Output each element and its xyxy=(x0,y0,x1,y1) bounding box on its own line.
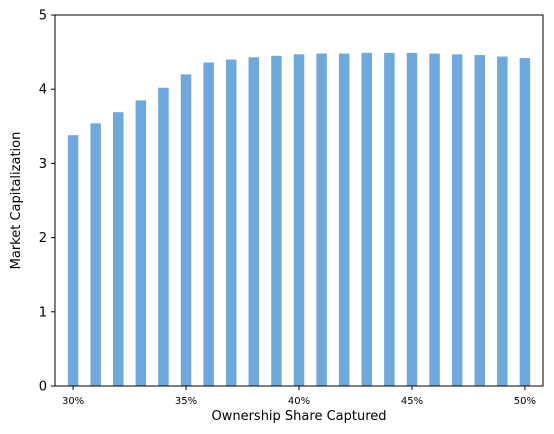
bar-49 xyxy=(497,56,508,387)
bar-37 xyxy=(225,59,237,387)
y-axis-label: Market Capitalization xyxy=(9,132,24,270)
bars-group xyxy=(67,52,531,387)
y-tick-label: 5 xyxy=(39,9,47,24)
x-tick-label: 50% xyxy=(514,396,536,407)
x-tick-label: 45% xyxy=(401,396,423,407)
bar-48 xyxy=(474,55,485,386)
y-tick-label: 4 xyxy=(39,83,47,98)
x-axis-label: Ownership Share Captured xyxy=(211,409,386,424)
x-tick-label: 35% xyxy=(175,396,197,407)
x-tick-label: 40% xyxy=(288,396,310,407)
bar-45 xyxy=(406,52,418,387)
bar-44 xyxy=(384,52,395,387)
y-tick-label: 1 xyxy=(39,305,47,320)
bar-43 xyxy=(361,52,373,387)
y-tick-label: 0 xyxy=(39,380,47,395)
y-axis: 0 1 2 3 4 5 xyxy=(39,9,55,395)
bar-30 xyxy=(67,135,79,386)
x-tick-label: 30% xyxy=(62,396,84,407)
bar-33 xyxy=(135,100,147,386)
bar-32 xyxy=(113,112,124,386)
bar-34 xyxy=(158,87,169,386)
y-tick-label: 3 xyxy=(39,157,47,172)
bar-40 xyxy=(293,54,305,386)
bar-36 xyxy=(203,62,214,387)
y-tick-label: 2 xyxy=(39,231,47,246)
bar-47 xyxy=(451,54,463,386)
bar-42 xyxy=(338,53,350,386)
bar-35 xyxy=(180,74,192,387)
bar-39 xyxy=(271,55,282,387)
bar-50 xyxy=(519,58,531,386)
x-axis: 30% 35% 40% 45% 50% xyxy=(62,386,536,407)
bar-41 xyxy=(316,53,327,386)
bar-38 xyxy=(248,57,260,386)
bar-31 xyxy=(90,123,101,386)
bar-46 xyxy=(429,53,440,386)
